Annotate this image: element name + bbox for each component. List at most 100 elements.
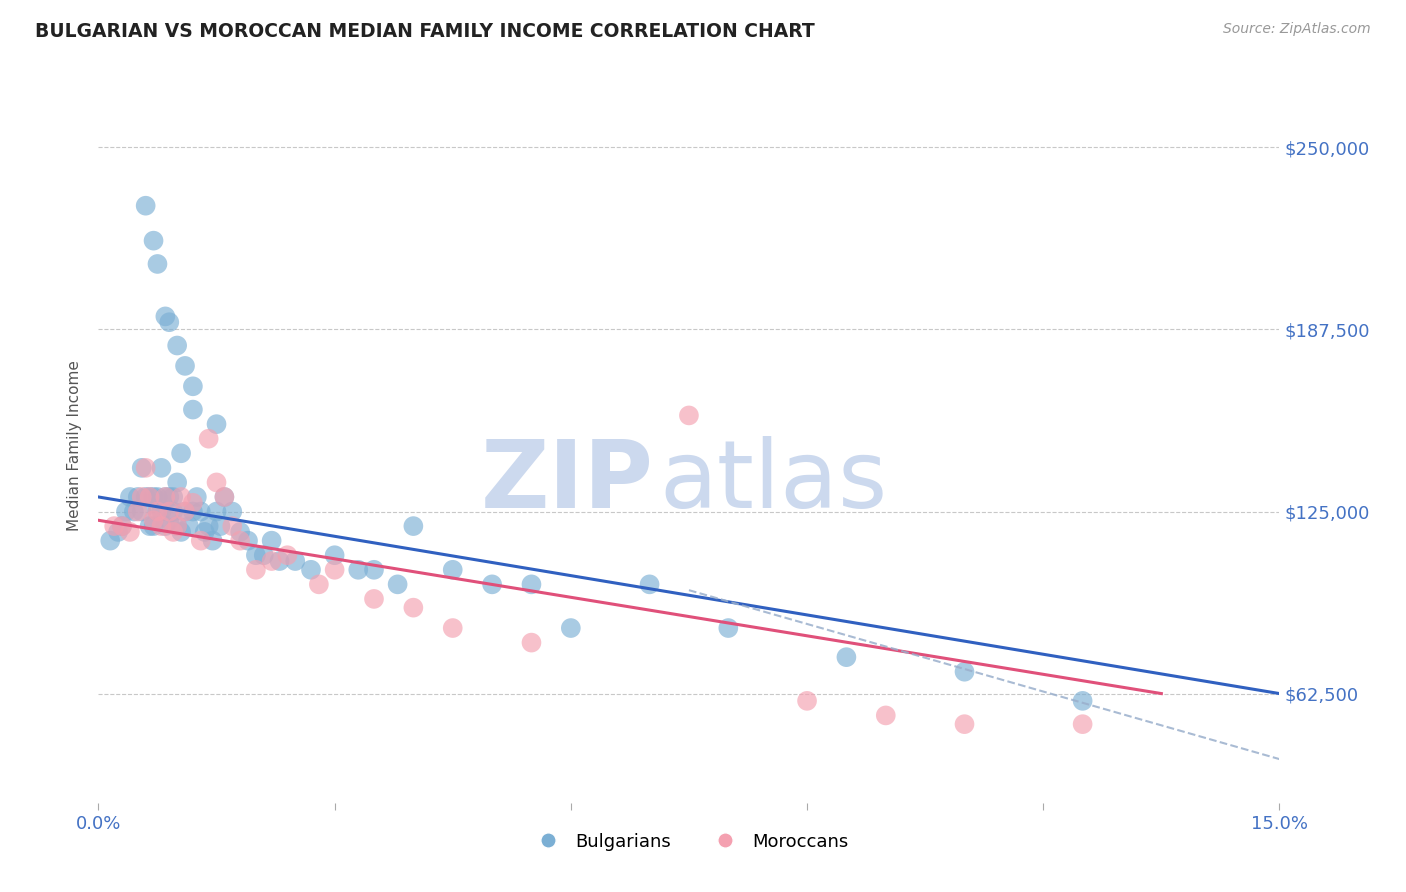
Point	[157, 315, 180, 329]
Text: BULGARIAN VS MOROCCAN MEDIAN FAMILY INCOME CORRELATION CHART: BULGARIAN VS MOROCCAN MEDIAN FAMILY INCO…	[35, 22, 815, 41]
Point	[135, 460, 157, 475]
Point	[107, 524, 129, 539]
Point	[98, 533, 121, 548]
Point	[162, 504, 184, 518]
Point	[678, 409, 700, 423]
Point	[150, 460, 173, 475]
Point	[146, 504, 169, 518]
Y-axis label: Median Family Income: Median Family Income	[67, 360, 83, 532]
Point	[205, 417, 228, 432]
Point	[214, 490, 236, 504]
Point	[174, 359, 197, 373]
Point	[122, 504, 145, 518]
Point	[170, 490, 193, 504]
Point	[111, 519, 134, 533]
Point	[135, 490, 157, 504]
Point	[146, 490, 169, 504]
Point	[190, 533, 212, 548]
Point	[131, 490, 153, 504]
Point	[142, 490, 165, 504]
Point	[166, 338, 188, 352]
Point	[170, 524, 193, 539]
Point	[170, 446, 193, 460]
Point	[186, 490, 208, 504]
Text: Source: ZipAtlas.com: Source: ZipAtlas.com	[1223, 22, 1371, 37]
Point	[155, 310, 177, 324]
Point	[166, 519, 188, 533]
Point	[363, 591, 385, 606]
Point	[717, 621, 740, 635]
Point	[276, 548, 298, 562]
Point	[181, 504, 204, 518]
Point	[131, 460, 153, 475]
Point	[194, 524, 217, 539]
Point	[138, 490, 160, 504]
Point	[118, 490, 141, 504]
Point	[118, 524, 141, 539]
Point	[142, 513, 165, 527]
Point	[953, 717, 976, 731]
Point	[155, 490, 177, 504]
Point	[181, 496, 204, 510]
Point	[796, 694, 818, 708]
Point	[835, 650, 858, 665]
Point	[875, 708, 897, 723]
Point	[363, 563, 385, 577]
Point	[166, 475, 188, 490]
Point	[520, 635, 543, 649]
Point	[138, 490, 160, 504]
Point	[177, 519, 200, 533]
Point	[157, 504, 180, 518]
Point	[197, 519, 219, 533]
Point	[146, 504, 169, 518]
Point	[347, 563, 370, 577]
Text: ZIP: ZIP	[481, 435, 654, 528]
Point	[111, 519, 134, 533]
Point	[229, 533, 252, 548]
Point	[127, 490, 149, 504]
Point	[127, 504, 149, 518]
Point	[157, 490, 180, 504]
Point	[236, 533, 259, 548]
Point	[953, 665, 976, 679]
Point	[323, 548, 346, 562]
Point	[260, 554, 283, 568]
Point	[387, 577, 409, 591]
Point	[205, 504, 228, 518]
Point	[205, 475, 228, 490]
Point	[103, 519, 125, 533]
Point	[229, 524, 252, 539]
Point	[131, 504, 153, 518]
Point	[181, 402, 204, 417]
Point	[174, 504, 197, 518]
Point	[135, 199, 157, 213]
Point	[253, 548, 276, 562]
Point	[441, 621, 464, 635]
Point	[190, 504, 212, 518]
Point	[284, 554, 307, 568]
Point	[481, 577, 503, 591]
Point	[299, 563, 322, 577]
Point	[142, 519, 165, 533]
Point	[1071, 694, 1094, 708]
Point	[221, 519, 243, 533]
Point	[138, 519, 160, 533]
Point	[166, 519, 188, 533]
Point	[162, 524, 184, 539]
Point	[260, 533, 283, 548]
Point	[214, 490, 236, 504]
Point	[441, 563, 464, 577]
Legend: Bulgarians, Moroccans: Bulgarians, Moroccans	[523, 826, 855, 858]
Point	[402, 600, 425, 615]
Point	[181, 379, 204, 393]
Point	[150, 519, 173, 533]
Point	[157, 513, 180, 527]
Point	[245, 563, 267, 577]
Point	[638, 577, 661, 591]
Point	[520, 577, 543, 591]
Point	[209, 519, 232, 533]
Point	[155, 490, 177, 504]
Point	[1071, 717, 1094, 731]
Point	[115, 504, 138, 518]
Point	[197, 432, 219, 446]
